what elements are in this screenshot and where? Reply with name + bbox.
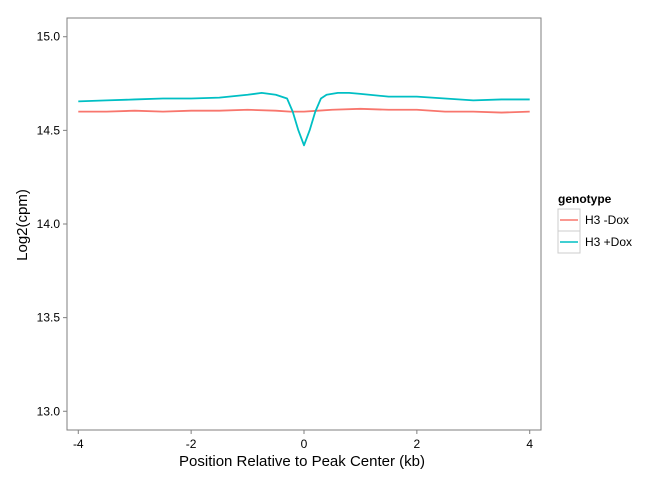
y-axis: 13.0 13.5 14.0 14.5 15.0 xyxy=(37,30,67,418)
legend-title: genotype xyxy=(558,192,612,206)
y-tick-label: 14.0 xyxy=(37,217,61,231)
series-line-2 xyxy=(78,92,530,147)
y-tick-label: 13.0 xyxy=(37,404,61,418)
x-tick-label: -2 xyxy=(186,437,197,451)
legend-label: H3 +Dox xyxy=(585,235,632,249)
y-tick-label: 13.5 xyxy=(37,311,61,325)
plot-panel xyxy=(66,17,542,431)
x-tick-label: 0 xyxy=(301,437,308,451)
x-axis: -4 -2 0 2 4 xyxy=(73,430,533,451)
series-layer xyxy=(78,92,530,147)
x-tick-label: -4 xyxy=(73,437,84,451)
y-axis-title: Log2(cpm) xyxy=(14,189,31,261)
series-line-1 xyxy=(78,107,530,114)
x-tick-label: 4 xyxy=(526,437,533,451)
legend-entries: H3 -Dox H3 +Dox xyxy=(557,208,632,254)
x-tick-label: 2 xyxy=(414,437,421,451)
legend: genotype H3 -Dox H3 +Dox xyxy=(557,192,632,254)
legend-label: H3 -Dox xyxy=(585,213,629,227)
y-tick-label: 14.5 xyxy=(37,123,61,137)
y-tick-label: 15.0 xyxy=(37,30,61,44)
x-axis-title: Position Relative to Peak Center (kb) xyxy=(179,453,425,470)
